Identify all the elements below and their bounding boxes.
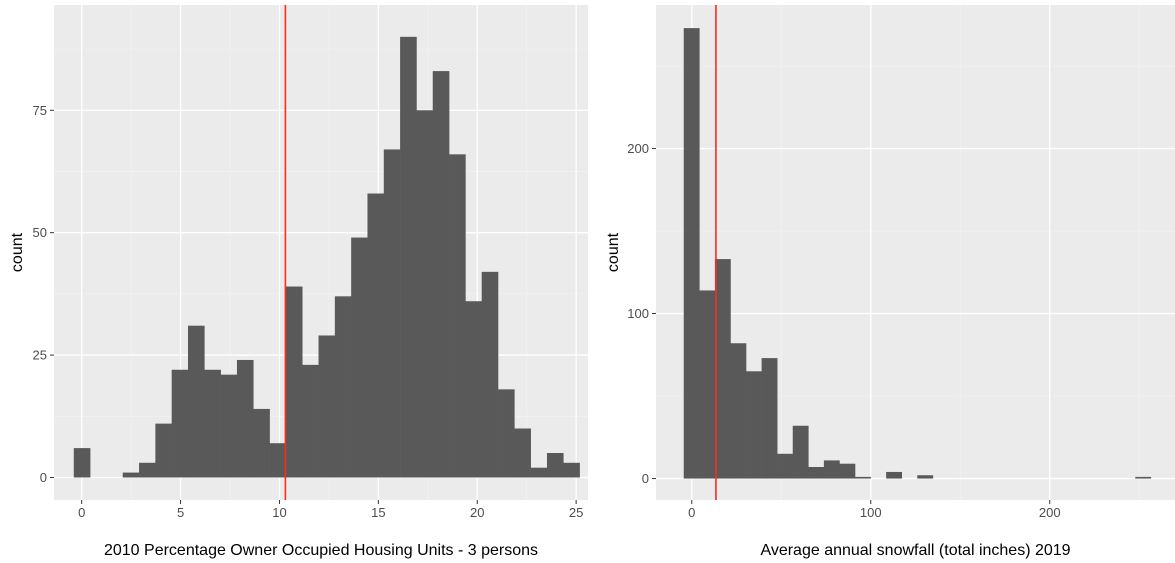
y-tick-label: 50 (33, 225, 47, 240)
histogram-bar (917, 475, 934, 479)
histogram-bar (171, 369, 189, 478)
histogram-bar (855, 476, 871, 479)
x-axis-title: 2010 Percentage Owner Occupied Housing U… (104, 542, 538, 559)
histogram-bar (187, 325, 205, 478)
histogram-bar (318, 335, 336, 478)
x-tick-label: 20 (470, 505, 484, 520)
histogram-bar (220, 374, 238, 478)
x-tick-label: 100 (860, 505, 882, 520)
axis-ticks: 0 100 200 0 100 200 (627, 141, 1060, 520)
histogram-bar (730, 343, 747, 479)
histogram-bar (367, 193, 385, 478)
histogram-snowfall-panel: 0 100 200 0 100 200 Average annual snowfall (… (605, 5, 1175, 559)
histogram-bar (808, 467, 825, 479)
histogram-bars (73, 36, 580, 478)
histogram-bar (334, 296, 352, 478)
x-tick-label: 5 (177, 505, 184, 520)
histogram-housing-panel: 0 5 10 15 20 25 0 25 50 75 2010 Percentage Owner … (9, 5, 588, 559)
histogram-bar (886, 471, 903, 479)
x-tick-label: 15 (371, 505, 385, 520)
histogram-bar (139, 462, 156, 478)
histogram-bar (253, 408, 270, 478)
histogram-bar (122, 472, 140, 478)
histogram-bar (481, 271, 499, 478)
histogram-bar (449, 154, 466, 478)
axis-ticks: 0 5 10 15 20 25 0 25 50 75 (33, 103, 584, 520)
histogram-bar (465, 301, 482, 478)
y-axis-title: count (9, 232, 26, 272)
histogram-bar (839, 463, 856, 479)
histogram-bar (823, 460, 840, 479)
histogram-bar (204, 369, 221, 478)
y-tick-label: 100 (627, 306, 649, 321)
y-tick-label: 0 (642, 471, 649, 486)
histogram-bar (236, 359, 254, 478)
histogram-bar (416, 110, 434, 478)
histogram-bar (269, 443, 287, 478)
x-tick-label: 0 (78, 505, 85, 520)
histogram-bar (746, 371, 762, 479)
x-tick-label: 200 (1039, 505, 1061, 520)
histogram-bar (73, 448, 91, 478)
histogram-bar (1135, 476, 1152, 479)
histogram-bars (683, 28, 1152, 479)
x-axis-title: Average annual snowfall (total inches) 2… (760, 542, 1070, 559)
histogram-bar (683, 28, 700, 479)
x-tick-label: 25 (569, 505, 583, 520)
histogram-bar (777, 453, 794, 479)
histogram-bar (699, 290, 716, 479)
histogram-bar (351, 237, 368, 478)
y-tick-label: 25 (33, 348, 47, 363)
x-tick-label: 0 (688, 505, 695, 520)
histogram-bar (383, 149, 401, 478)
histogram-bar (714, 259, 731, 479)
y-tick-label: 75 (33, 103, 47, 118)
histogram-bar (546, 452, 564, 478)
y-tick-label: 0 (40, 470, 47, 485)
histogram-bar (563, 462, 580, 478)
y-tick-label: 200 (627, 141, 649, 156)
histogram-bar (302, 364, 319, 478)
histogram-bar (530, 467, 548, 478)
x-tick-label: 10 (272, 505, 286, 520)
y-axis-title: count (605, 232, 622, 272)
histogram-bar (792, 425, 809, 479)
histogram-bar (155, 423, 172, 478)
histogram-bar (400, 36, 417, 478)
histogram-bar (285, 286, 303, 478)
histogram-bar (761, 358, 778, 479)
histogram-bar (432, 71, 450, 478)
histogram-bar (514, 428, 531, 478)
histogram-bar (498, 389, 515, 478)
